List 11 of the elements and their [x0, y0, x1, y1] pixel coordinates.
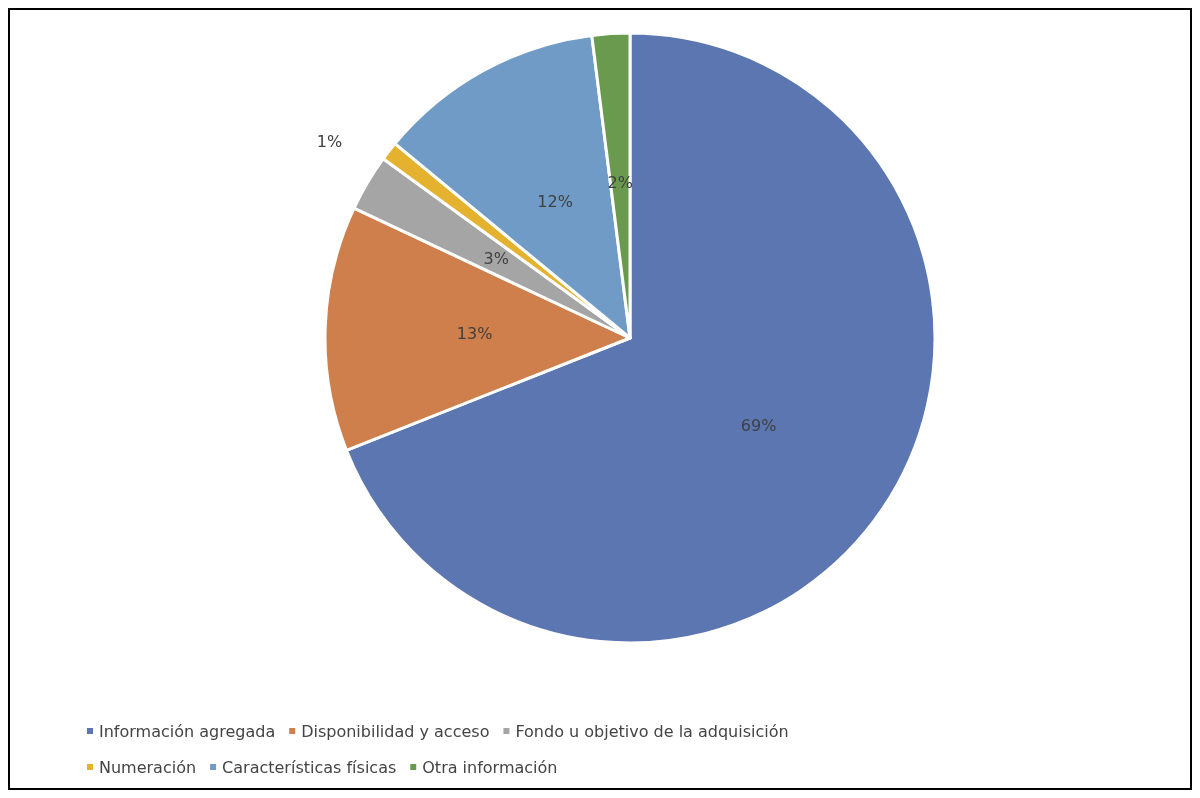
data-label: 3% — [483, 249, 509, 269]
data-label: 12% — [537, 192, 573, 212]
legend-label: Fondo u objetivo de la adquisición — [515, 721, 789, 741]
legend-label: Disponibilidad y acceso — [301, 721, 490, 741]
data-label: 1% — [316, 132, 343, 152]
data-label: 13% — [456, 323, 493, 343]
data-label: 69% — [740, 415, 777, 435]
legend-label: Otra información — [422, 757, 558, 777]
legend-label: Características físicas — [222, 757, 397, 777]
legend-label: Numeración — [99, 757, 197, 777]
legend-label: Información agregada — [99, 721, 276, 741]
